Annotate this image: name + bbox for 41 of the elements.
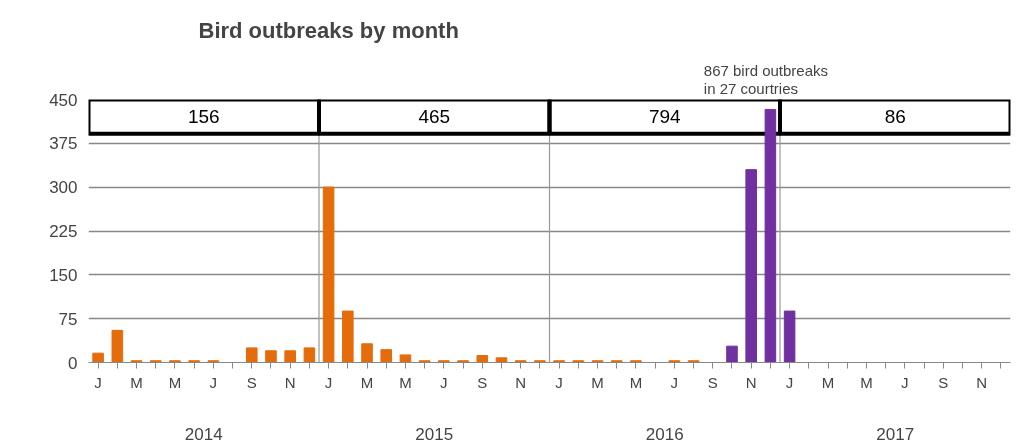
y-tick-label: 0 xyxy=(68,353,78,373)
x-tick-label: N xyxy=(976,373,988,391)
chart-title: Bird outbreaks by month xyxy=(198,17,459,43)
text: 2016 xyxy=(645,424,684,442)
x-tick-label: M xyxy=(360,373,374,391)
x-tick-label: M xyxy=(860,373,873,391)
x-tick-label: J xyxy=(440,373,448,391)
x-tick-label: M xyxy=(130,373,143,391)
x-tick-label: N xyxy=(745,373,757,391)
x-tick-label: M xyxy=(629,373,643,391)
x-tick-label: J xyxy=(785,373,794,391)
y-tick-label: 75 xyxy=(58,309,78,329)
x-tick-label: S xyxy=(938,373,949,391)
x-tick-label: J xyxy=(94,373,102,391)
text: 2015 xyxy=(415,424,454,442)
text: 2017 xyxy=(876,424,915,442)
y-tick-label: 225 xyxy=(49,222,78,241)
x-tick-label: J xyxy=(670,373,679,391)
x-tick-label: J xyxy=(901,373,909,391)
x-tick-label: N xyxy=(515,373,527,391)
x-tick-label: S xyxy=(707,373,718,391)
y-tick-label: 375 xyxy=(49,134,78,154)
annotation: 794 xyxy=(648,106,682,128)
x-tick-label: N xyxy=(284,373,296,391)
y-tick-label: 300 xyxy=(49,178,78,198)
x-tick-label: J xyxy=(209,373,218,391)
x-tick-label: M xyxy=(821,373,835,391)
annotation: 86 xyxy=(884,106,906,128)
x-tick-label: M xyxy=(591,373,604,391)
x-tick-label: S xyxy=(477,373,488,391)
x-tick-label: M xyxy=(168,373,182,391)
text: 867 bird outbreaks in 27 courtries xyxy=(703,61,829,98)
y-tick-label: 450 xyxy=(49,90,78,110)
x-tick-label: J xyxy=(324,373,333,391)
x-tick-label: S xyxy=(246,373,257,391)
annotation: 156 xyxy=(187,106,220,128)
text: 2014 xyxy=(184,424,223,442)
x-tick-label: J xyxy=(555,373,563,391)
x-tick-label: M xyxy=(399,373,412,391)
y-tick-label: 150 xyxy=(49,265,78,285)
annotation: 465 xyxy=(418,106,451,128)
